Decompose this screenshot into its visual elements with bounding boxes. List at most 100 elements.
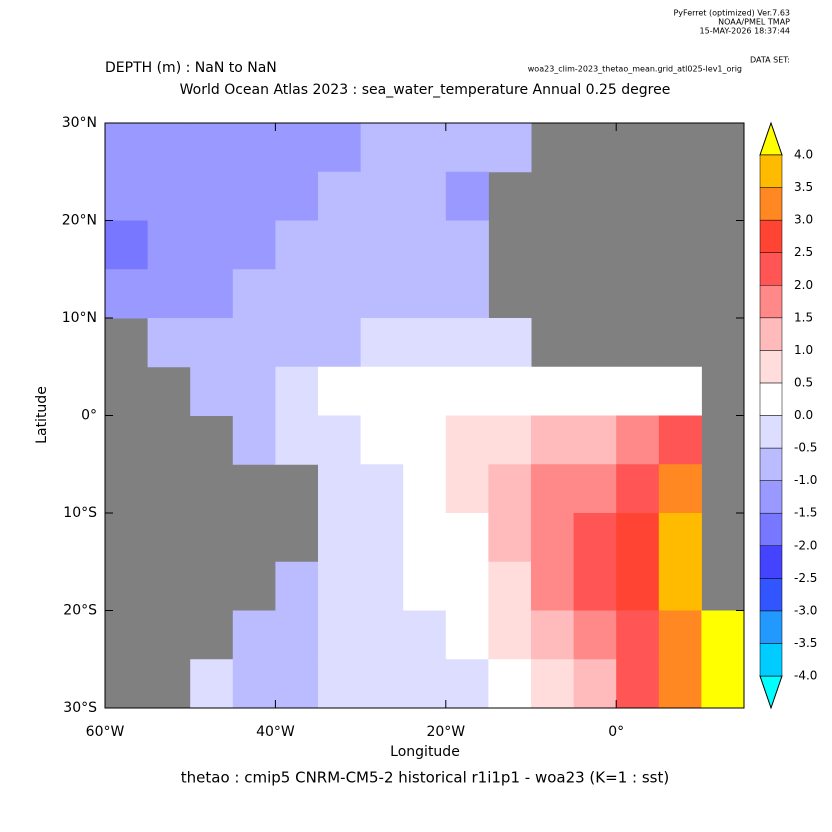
colorbar-band — [759, 610, 783, 644]
cell — [190, 269, 234, 319]
cell — [360, 318, 404, 368]
colorbar-label: -3.5 — [794, 636, 817, 650]
cell — [318, 659, 362, 709]
y-tick-label: 10°N — [62, 310, 97, 326]
colorbar-band — [759, 317, 783, 351]
cell — [403, 318, 447, 368]
cell — [360, 366, 404, 416]
cell — [275, 659, 319, 709]
cell — [275, 318, 319, 368]
dataset-label: DATA SET: — [750, 56, 790, 65]
cell — [616, 610, 660, 660]
cell — [318, 366, 362, 416]
colorbar-band — [759, 154, 783, 188]
cell — [147, 318, 191, 368]
cell — [360, 659, 404, 709]
timestamp: 15-MAY-2026 18:37:44 — [700, 27, 790, 36]
cell — [275, 171, 319, 221]
cell — [318, 123, 362, 173]
cell — [318, 561, 362, 611]
cell — [701, 659, 745, 709]
caption: thetao : cmip5 CNRM-CM5-2 historical r1i… — [181, 769, 669, 787]
cell — [318, 220, 362, 270]
colorbar-label: -1.0 — [794, 473, 817, 487]
cell — [403, 123, 447, 173]
cell — [403, 269, 447, 319]
colorbar-band — [759, 447, 783, 481]
cell — [318, 318, 362, 368]
colorbar-band — [759, 480, 783, 514]
cell — [488, 415, 532, 465]
cell — [232, 366, 276, 416]
cell — [403, 561, 447, 611]
colorbar-band — [759, 382, 783, 416]
cell — [105, 171, 149, 221]
cell — [616, 415, 660, 465]
cell — [190, 366, 234, 416]
colorbar-under — [759, 675, 783, 710]
cell — [445, 269, 489, 319]
cell — [445, 415, 489, 465]
y-tick-label: 20°S — [63, 603, 97, 619]
cell — [232, 123, 276, 173]
cell — [275, 220, 319, 270]
cell — [318, 171, 362, 221]
cell — [232, 610, 276, 660]
colorbar-label: -2.5 — [794, 571, 817, 585]
colorbar-band — [759, 252, 783, 286]
colorbar-band — [759, 285, 783, 319]
cell — [232, 220, 276, 270]
cell — [190, 659, 234, 709]
cell — [360, 610, 404, 660]
cell — [488, 318, 532, 368]
x-tick-label: 60°W — [86, 724, 125, 740]
cell — [445, 610, 489, 660]
cell — [573, 415, 617, 465]
x-tick-label: 40°W — [256, 724, 295, 740]
cell — [531, 415, 575, 465]
cell — [445, 561, 489, 611]
colorbar-label: 0.5 — [794, 375, 813, 389]
cell — [616, 366, 660, 416]
cell — [360, 269, 404, 319]
cell — [573, 610, 617, 660]
y-tick-label: 30°N — [62, 115, 97, 131]
colorbar-band — [759, 512, 783, 546]
y-axis-label: Latitude — [34, 386, 50, 444]
x-tick-label: 20°W — [426, 724, 465, 740]
colorbar-label: -0.5 — [794, 441, 817, 455]
cell — [488, 610, 532, 660]
cell — [403, 171, 447, 221]
cell — [105, 123, 149, 173]
cell — [488, 366, 532, 416]
cell — [488, 659, 532, 709]
cell — [360, 415, 404, 465]
cell — [360, 171, 404, 221]
cell — [573, 366, 617, 416]
cell — [232, 415, 276, 465]
colorbar-label: -4.0 — [794, 669, 817, 683]
colorbar-band — [759, 545, 783, 579]
cell — [488, 561, 532, 611]
cell — [658, 464, 702, 514]
cell — [318, 269, 362, 319]
cell — [616, 561, 660, 611]
colorbar-label: -2.0 — [794, 538, 817, 552]
cell — [147, 123, 191, 173]
cell — [445, 123, 489, 173]
colorbar-band — [759, 415, 783, 449]
cell — [318, 513, 362, 563]
cell — [232, 269, 276, 319]
cell — [445, 366, 489, 416]
cell — [445, 513, 489, 563]
colorbar-label: -3.0 — [794, 603, 817, 617]
y-tick-label: 0° — [81, 408, 97, 424]
dataset-name: woa23_clim-2023_thetao_mean.grid_atl025-… — [528, 65, 742, 74]
cell — [318, 610, 362, 660]
cell — [573, 513, 617, 563]
cell — [232, 659, 276, 709]
cell — [275, 561, 319, 611]
colorbar-over — [759, 121, 783, 156]
colorbar-label: 0.0 — [794, 408, 813, 422]
